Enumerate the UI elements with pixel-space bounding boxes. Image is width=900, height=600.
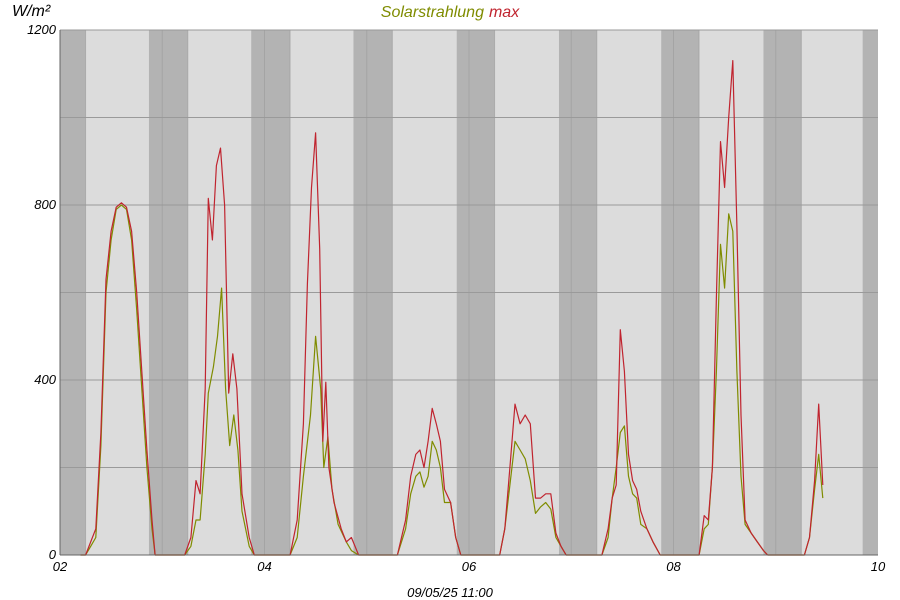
y-tick-label-0: 0 [49,547,57,562]
x-tick-label-04: 04 [257,559,271,574]
title-series-max: max [489,4,520,21]
y-tick-label-1200: 1200 [27,22,57,37]
chart-title: Solarstrahlung max [381,4,520,21]
x-tick-label-10: 10 [871,559,886,574]
y-tick-label-400: 400 [34,372,56,387]
timestamp-footer: 09/05/25 11:00 [407,585,494,600]
x-tick-label-08: 08 [666,559,681,574]
y-axis-unit-label: W/m² [12,3,51,20]
x-tick-label-02: 02 [53,559,68,574]
y-tick-label-800: 800 [34,197,56,212]
axes: 0 400 800 1200 02 04 06 08 10 [27,22,886,574]
series-layer [80,60,824,556]
series-line-max [80,60,824,556]
title-series-mean: Solarstrahlung [381,4,484,21]
x-tick-label-06: 06 [462,559,477,574]
